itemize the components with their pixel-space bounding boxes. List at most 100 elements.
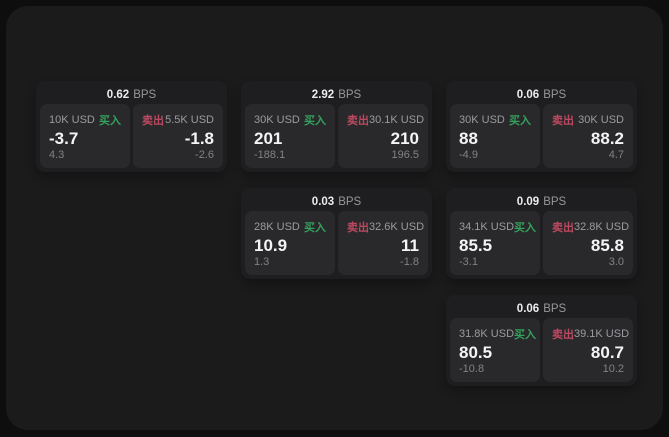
quote-panels: 31.8K USD 买入 80.5 -10.8 卖出 39.1K USD 80.…	[450, 318, 633, 382]
card-header: 0.62 BPS	[40, 85, 223, 104]
buy-panel[interactable]: 30K USD 买入 88 -4.9	[450, 104, 540, 168]
buy-notional: 31.8K USD	[459, 328, 515, 340]
quote-panels: 28K USD 买入 10.9 1.3 卖出 32.6K USD 11 -1.8	[245, 211, 428, 275]
buy-notional: 30K USD	[254, 114, 300, 126]
sell-panel-top: 卖出 32.6K USD	[347, 219, 424, 235]
sell-panel[interactable]: 卖出 5.5K USD -1.8 -2.6	[133, 104, 223, 168]
sell-panel-top: 卖出 32.8K USD	[552, 219, 629, 235]
buy-panel-top: 10K USD 买入	[49, 112, 121, 128]
sell-notional: 30K USD	[578, 114, 624, 126]
sell-label: 卖出	[347, 222, 369, 234]
buy-panel[interactable]: 30K USD 买入 201 -188.1	[245, 104, 335, 168]
buy-panel-top: 31.8K USD 买入	[459, 326, 536, 342]
buy-label: 买入	[99, 115, 121, 127]
buy-label: 买入	[304, 115, 326, 127]
buy-delta: -3.1	[459, 256, 478, 268]
bps-value: 0.06	[516, 88, 540, 101]
bps-unit: BPS	[338, 195, 362, 208]
sell-panel-top: 卖出 30.1K USD	[347, 112, 424, 128]
buy-price: 10.9	[254, 236, 288, 255]
buy-notional: 28K USD	[254, 221, 300, 233]
sell-price: 11	[401, 236, 419, 255]
bps-value: 0.06	[516, 302, 540, 315]
buy-price: 88	[459, 129, 478, 148]
buy-panel-top: 30K USD 买入	[254, 112, 326, 128]
card-header: 2.92 BPS	[245, 85, 428, 104]
quote-panels: 30K USD 买入 201 -188.1 卖出 30.1K USD 210 1…	[245, 104, 428, 168]
sell-notional: 32.8K USD	[574, 221, 630, 233]
bps-unit: BPS	[133, 88, 157, 101]
quote-panels: 34.1K USD 买入 85.5 -3.1 卖出 32.8K USD 85.8…	[450, 211, 633, 275]
sell-price: 85.8	[590, 236, 624, 255]
sell-label: 卖出	[347, 115, 369, 127]
sell-panel[interactable]: 卖出 32.8K USD 85.8 3.0	[543, 211, 633, 275]
buy-delta: 1.3	[254, 256, 270, 268]
sell-panel[interactable]: 卖出 30K USD 88.2 4.7	[543, 104, 633, 168]
buy-panel[interactable]: 28K USD 买入 10.9 1.3	[245, 211, 335, 275]
quote-panels: 30K USD 买入 88 -4.9 卖出 30K USD 88.2 4.7	[450, 104, 633, 168]
bps-unit: BPS	[543, 88, 567, 101]
card-header: 0.06 BPS	[450, 299, 633, 318]
sell-delta: 10.2	[602, 363, 624, 375]
bps-value: 0.03	[311, 195, 335, 208]
bps-value: 2.92	[311, 88, 335, 101]
sell-delta: 196.5	[391, 149, 419, 161]
sell-delta: 4.7	[608, 149, 624, 161]
sell-panel-top: 卖出 39.1K USD	[552, 326, 629, 342]
sell-delta: -2.6	[195, 149, 214, 161]
sell-panel-top: 卖出 30K USD	[552, 112, 624, 128]
buy-panel[interactable]: 34.1K USD 买入 85.5 -3.1	[450, 211, 540, 275]
buy-panel-top: 28K USD 买入	[254, 219, 326, 235]
sell-panel[interactable]: 卖出 30.1K USD 210 196.5	[338, 104, 428, 168]
quote-panels: 10K USD 买入 -3.7 4.3 卖出 5.5K USD -1.8 -2.…	[40, 104, 223, 168]
sell-notional: 32.6K USD	[369, 221, 425, 233]
quote-card: 0.06 BPS 31.8K USD 买入 80.5 -10.8 卖出 39.1…	[446, 295, 637, 386]
buy-price: 85.5	[459, 236, 493, 255]
sell-delta: -1.8	[400, 256, 419, 268]
buy-label: 买入	[514, 329, 537, 341]
quote-grid: 0.62 BPS 10K USD 买入 -3.7 4.3 卖出 5.5K USD	[36, 81, 637, 386]
buy-delta: -188.1	[254, 149, 286, 161]
buy-panel[interactable]: 10K USD 买入 -3.7 4.3	[40, 104, 130, 168]
sell-panel[interactable]: 卖出 32.6K USD 11 -1.8	[338, 211, 428, 275]
buy-panel[interactable]: 31.8K USD 买入 80.5 -10.8	[450, 318, 540, 382]
bps-value: 0.09	[516, 195, 540, 208]
sell-delta: 3.0	[608, 256, 624, 268]
sell-panel[interactable]: 卖出 39.1K USD 80.7 10.2	[543, 318, 633, 382]
quote-card: 0.03 BPS 28K USD 买入 10.9 1.3 卖出 32.6K US…	[241, 188, 432, 279]
buy-panel-top: 34.1K USD 买入	[459, 219, 536, 235]
buy-panel-top: 30K USD 买入	[459, 112, 531, 128]
sell-price: -1.8	[184, 129, 214, 148]
sell-notional: 39.1K USD	[574, 328, 630, 340]
sell-label: 卖出	[142, 115, 164, 127]
bps-unit: BPS	[543, 302, 567, 315]
buy-price: -3.7	[49, 129, 79, 148]
buy-delta: 4.3	[49, 149, 65, 161]
buy-notional: 30K USD	[459, 114, 505, 126]
sell-price: 80.7	[590, 343, 624, 362]
app-window: 0.62 BPS 10K USD 买入 -3.7 4.3 卖出 5.5K USD	[6, 6, 663, 430]
bps-unit: BPS	[338, 88, 362, 101]
sell-panel-top: 卖出 5.5K USD	[142, 112, 214, 128]
sell-price: 210	[390, 129, 419, 148]
buy-delta: -10.8	[459, 363, 485, 375]
quote-card: 0.62 BPS 10K USD 买入 -3.7 4.3 卖出 5.5K USD	[36, 81, 227, 172]
quote-card: 2.92 BPS 30K USD 买入 201 -188.1 卖出 30.1K …	[241, 81, 432, 172]
sell-notional: 5.5K USD	[165, 114, 214, 126]
sell-notional: 30.1K USD	[369, 114, 425, 126]
sell-label: 卖出	[552, 115, 574, 127]
buy-label: 买入	[509, 115, 531, 127]
buy-notional: 34.1K USD	[459, 221, 515, 233]
sell-label: 卖出	[552, 222, 574, 234]
card-header: 0.06 BPS	[450, 85, 633, 104]
sell-label: 卖出	[552, 329, 574, 341]
quote-card: 0.06 BPS 30K USD 买入 88 -4.9 卖出 30K USD	[446, 81, 637, 172]
buy-delta: -4.9	[459, 149, 478, 161]
buy-price: 201	[254, 129, 283, 148]
buy-label: 买入	[514, 222, 537, 234]
sell-price: 88.2	[590, 129, 624, 148]
bps-value: 0.62	[106, 88, 130, 101]
card-header: 0.09 BPS	[450, 192, 633, 211]
card-header: 0.03 BPS	[245, 192, 428, 211]
buy-notional: 10K USD	[49, 114, 95, 126]
